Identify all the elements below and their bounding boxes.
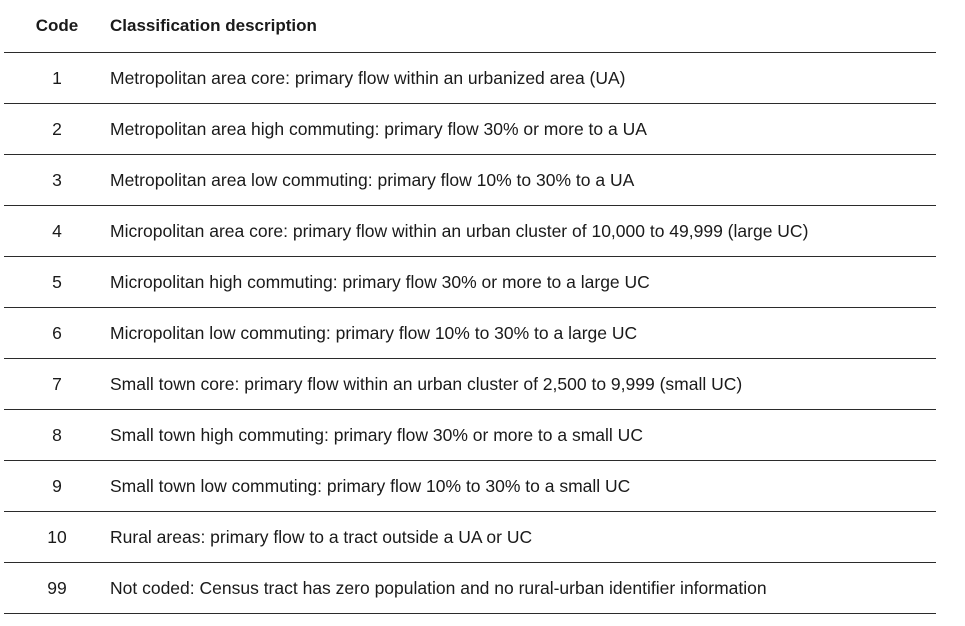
row-description: Small town core: primary flow within an … [110, 358, 936, 410]
row-code: 6 [4, 307, 110, 359]
table-row: 8 Small town high commuting: primary flo… [4, 409, 936, 461]
classification-table: Code Classification description 1 Metrop… [4, 0, 936, 614]
row-description: Metropolitan area high commuting: primar… [110, 103, 936, 155]
classification-table-container: Code Classification description 1 Metrop… [4, 0, 936, 614]
row-description: Not coded: Census tract has zero populat… [110, 562, 936, 614]
row-code: 1 [4, 52, 110, 104]
column-header-description: Classification description [110, 0, 936, 53]
table-row: 7 Small town core: primary flow within a… [4, 358, 936, 410]
row-code: 2 [4, 103, 110, 155]
table-row: 4 Micropolitan area core: primary flow w… [4, 205, 936, 257]
row-description: Micropolitan low commuting: primary flow… [110, 307, 936, 359]
row-code: 4 [4, 205, 110, 257]
table-row: 10 Rural areas: primary flow to a tract … [4, 511, 936, 563]
row-description: Micropolitan area core: primary flow wit… [110, 205, 936, 257]
row-description: Metropolitan area low commuting: primary… [110, 154, 936, 206]
table-header: Code Classification description [4, 0, 936, 53]
row-description: Rural areas: primary flow to a tract out… [110, 511, 936, 563]
row-code: 9 [4, 460, 110, 512]
row-description: Small town low commuting: primary flow 1… [110, 460, 936, 512]
table-row: 6 Micropolitan low commuting: primary fl… [4, 307, 936, 359]
row-description: Micropolitan high commuting: primary flo… [110, 256, 936, 308]
header-row: Code Classification description [4, 0, 936, 53]
table-row: 5 Micropolitan high commuting: primary f… [4, 256, 936, 308]
row-code: 5 [4, 256, 110, 308]
row-code: 3 [4, 154, 110, 206]
row-description: Metropolitan area core: primary flow wit… [110, 52, 936, 104]
table-body: 1 Metropolitan area core: primary flow w… [4, 52, 936, 614]
row-code: 99 [4, 562, 110, 614]
row-code: 8 [4, 409, 110, 461]
table-row: 2 Metropolitan area high commuting: prim… [4, 103, 936, 155]
table-row: 9 Small town low commuting: primary flow… [4, 460, 936, 512]
column-header-code: Code [4, 0, 110, 53]
table-row: 99 Not coded: Census tract has zero popu… [4, 562, 936, 614]
row-description: Small town high commuting: primary flow … [110, 409, 936, 461]
table-row: 1 Metropolitan area core: primary flow w… [4, 52, 936, 104]
row-code: 7 [4, 358, 110, 410]
table-row: 3 Metropolitan area low commuting: prima… [4, 154, 936, 206]
row-code: 10 [4, 511, 110, 563]
